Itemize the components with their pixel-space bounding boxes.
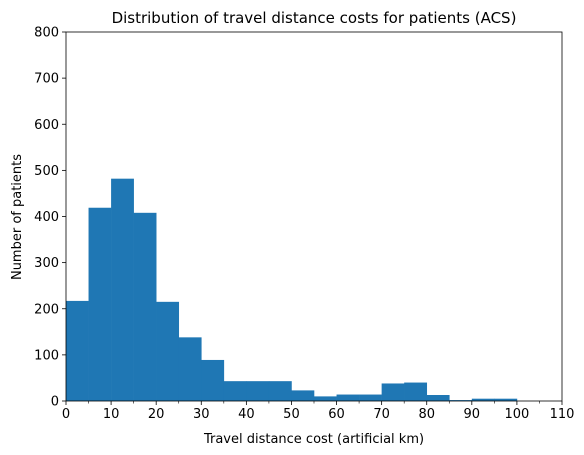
- x-tick-label: 70: [373, 407, 390, 422]
- histogram-bar-80-85: [426, 395, 450, 401]
- histogram-bar-15-20: [133, 212, 157, 401]
- y-tick-label: 500: [34, 164, 59, 179]
- histogram-bar-10-15: [111, 178, 134, 401]
- histogram-bar-70-75: [381, 383, 405, 401]
- histogram-bar-25-30: [178, 337, 202, 401]
- x-tick-label: 20: [148, 407, 165, 422]
- y-tick-label: 800: [34, 26, 59, 41]
- y-tick-label: 100: [34, 348, 59, 363]
- bars-group: [66, 178, 518, 401]
- histogram-bar-0-5: [66, 300, 89, 401]
- y-tick-label: 700: [34, 72, 59, 87]
- x-tick-label: 0: [62, 407, 70, 422]
- histogram-bar-75-80: [404, 382, 428, 401]
- y-tick-label: 600: [34, 118, 59, 133]
- histogram-bar-40-45: [246, 381, 270, 401]
- histogram-bar-65-70: [359, 394, 382, 401]
- histogram-bar-45-50: [268, 381, 292, 401]
- x-tick-label: 60: [328, 407, 345, 422]
- x-tick-label: 50: [283, 407, 300, 422]
- histogram-bar-20-25: [156, 301, 180, 401]
- chart-title: Distribution of travel distance costs fo…: [112, 9, 517, 27]
- histogram-bar-90-95: [471, 398, 495, 401]
- y-tick-label: 0: [51, 395, 59, 410]
- y-tick-label: 200: [34, 302, 59, 317]
- y-tick-label: 300: [34, 256, 59, 271]
- x-tick-label: 110: [550, 407, 575, 422]
- histogram-bar-55-60: [314, 396, 337, 401]
- plot-frame: [65, 31, 563, 402]
- histogram-bar-60-65: [336, 394, 360, 401]
- histogram-bar-5-10: [88, 207, 112, 401]
- y-axis-ticks: 0 100 200 300 400 500 600 700 800: [34, 26, 66, 410]
- histogram-bar-85-90: [449, 400, 473, 401]
- x-tick-label: 100: [504, 407, 529, 422]
- x-axis-ticks: 0 10 20 30 40 50 60 70 80 90 100 110: [62, 401, 575, 422]
- x-tick-label: 40: [238, 407, 255, 422]
- x-tick-label: 10: [103, 407, 120, 422]
- histogram-bar-50-55: [291, 390, 315, 401]
- x-axis-title: Travel distance cost (artificial km): [203, 432, 424, 447]
- histogram-bar-30-35: [201, 359, 225, 401]
- histogram-bar-95-100: [494, 398, 518, 401]
- y-tick-label: 400: [34, 210, 59, 225]
- x-tick-label: 80: [418, 407, 435, 422]
- y-axis-title: Number of patients: [10, 154, 25, 280]
- histogram-bar-35-40: [223, 381, 247, 401]
- x-tick-label: 30: [193, 407, 210, 422]
- x-tick-label: 90: [464, 407, 481, 422]
